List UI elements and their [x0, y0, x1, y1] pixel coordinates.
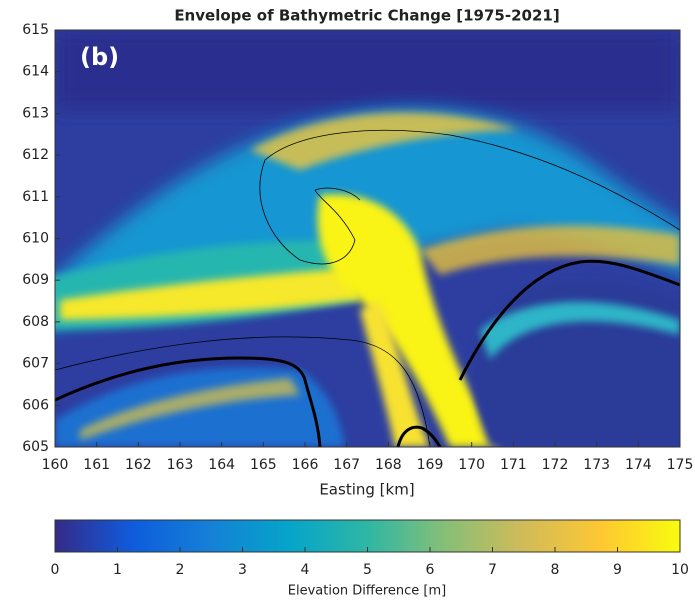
y-tick-label: 609: [22, 272, 49, 288]
y-tick-label: 613: [22, 105, 49, 121]
panel-label: (b): [80, 43, 119, 71]
y-tick-label: 605: [22, 439, 49, 455]
colorbar-tick-label: 1: [113, 562, 122, 578]
y-tick-label: 615: [22, 22, 49, 38]
x-tick-label: 160: [42, 457, 69, 473]
x-tick-label: 172: [542, 457, 569, 473]
colorbar-tick-label: 10: [671, 562, 689, 578]
x-tick-label: 169: [417, 457, 444, 473]
colorbar: [54, 519, 681, 553]
x-axis-label: Easting [km]: [319, 481, 414, 499]
colorbar-tick-label: 2: [176, 562, 185, 578]
colorbar-tick-label: 3: [238, 562, 247, 578]
x-tick-label: 170: [458, 457, 485, 473]
heatmap-field: [55, 30, 680, 447]
x-tick-label: 165: [250, 457, 277, 473]
colorbar-tick-label: 7: [488, 562, 497, 578]
y-tick-label: 607: [22, 356, 49, 372]
chart-title: Envelope of Bathymetric Change [1975-202…: [174, 7, 559, 25]
colorbar-tick-label: 5: [363, 562, 372, 578]
y-tick-label: 606: [22, 397, 49, 413]
colorbar-tick-label: 0: [51, 562, 60, 578]
y-tick-label: 608: [22, 314, 49, 330]
x-tick-label: 168: [375, 457, 402, 473]
x-tick-label: 166: [292, 457, 319, 473]
colorbar-label: Elevation Difference [m]: [288, 584, 446, 599]
x-tick-label: 167: [333, 457, 360, 473]
colorbar-tick-label: 9: [613, 562, 622, 578]
x-tick-label: 173: [583, 457, 610, 473]
x-tick-label: 174: [625, 457, 652, 473]
x-tick-label: 164: [208, 457, 235, 473]
colorbar-tick-label: 6: [426, 562, 435, 578]
x-tick-label: 175: [667, 457, 694, 473]
x-tick-label: 161: [83, 457, 110, 473]
y-tick-label: 612: [22, 147, 49, 163]
y-tick-label: 610: [22, 231, 49, 247]
x-tick-label: 162: [125, 457, 152, 473]
x-tick-label: 163: [167, 457, 194, 473]
y-tick-label: 614: [22, 64, 49, 80]
y-tick-label: 611: [22, 189, 49, 205]
colorbar-tick-label: 8: [551, 562, 560, 578]
x-tick-label: 171: [500, 457, 527, 473]
colorbar-tick-label: 4: [301, 562, 310, 578]
